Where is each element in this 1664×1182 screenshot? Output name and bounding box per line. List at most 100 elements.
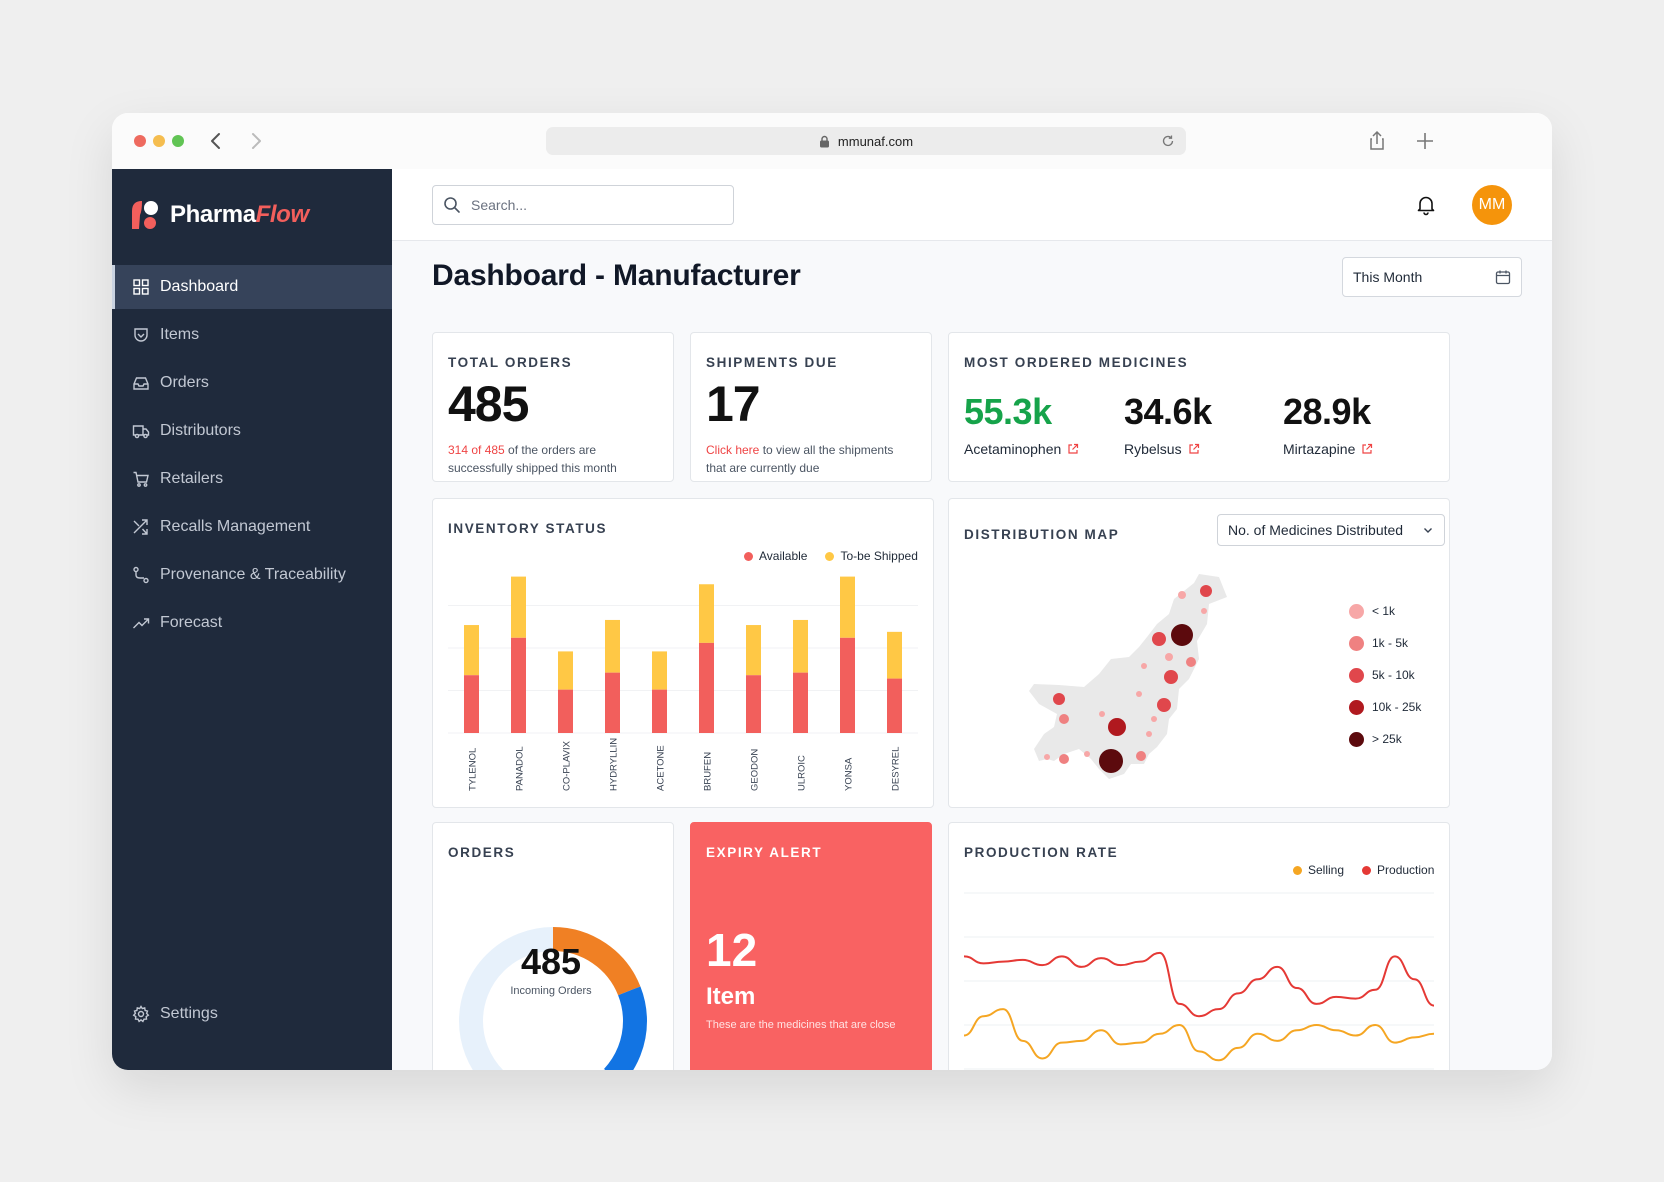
- medicine-item-mirtazapine[interactable]: 28.9k Mirtazapine: [1283, 391, 1373, 457]
- search-input[interactable]: [471, 197, 711, 213]
- shuffle-icon: [133, 519, 148, 535]
- expiry-description: These are the medicines that are close: [706, 1019, 896, 1031]
- map-marker[interactable]: [1141, 663, 1147, 669]
- card-label: DISTRIBUTION MAP: [964, 527, 1120, 542]
- map-marker[interactable]: [1200, 585, 1212, 597]
- bar-available[interactable]: [605, 672, 620, 733]
- legend-swatch: [1362, 865, 1372, 875]
- note-text: to view all the shipments: [759, 443, 894, 457]
- x-tick-label: PANADOL: [515, 746, 526, 791]
- bar-to-be-shipped[interactable]: [840, 576, 855, 638]
- back-arrow-icon[interactable]: [202, 127, 230, 155]
- bar-to-be-shipped[interactable]: [887, 631, 902, 679]
- bar-to-be-shipped[interactable]: [652, 651, 667, 690]
- map-marker[interactable]: [1136, 691, 1142, 697]
- bar-to-be-shipped[interactable]: [464, 625, 479, 676]
- shipments-due-card: SHIPMENTS DUE 17 Click here to view all …: [690, 332, 932, 482]
- reload-icon[interactable]: [1160, 133, 1176, 149]
- close-window-button[interactable]: [134, 135, 146, 147]
- bar-available[interactable]: [887, 678, 902, 733]
- bar-available[interactable]: [840, 637, 855, 733]
- map-marker[interactable]: [1136, 751, 1146, 761]
- date-filter[interactable]: This Month: [1342, 257, 1522, 297]
- chart-legend: Available To-be Shipped: [744, 549, 918, 563]
- forward-arrow-icon[interactable]: [242, 127, 270, 155]
- legend-label: Available: [759, 549, 808, 563]
- sidebar-item-label: Recalls Management: [160, 518, 311, 535]
- orders-card: ORDERS 485 Incoming Orders: [432, 822, 674, 1070]
- map-marker[interactable]: [1099, 711, 1105, 717]
- note-text: of the orders are: [504, 443, 597, 457]
- legend-label: Production: [1377, 863, 1435, 877]
- click-here-link[interactable]: Click here: [706, 443, 760, 457]
- map-legend-item: 10k - 25k: [1349, 691, 1421, 723]
- address-bar[interactable]: mmunaf.com: [546, 127, 1186, 155]
- donut-segment[interactable]: [459, 927, 647, 1070]
- orders-donut-chart: [459, 927, 647, 1070]
- map-marker[interactable]: [1084, 751, 1090, 757]
- new-tab-icon[interactable]: [1410, 126, 1440, 156]
- sidebar-item-recalls-management[interactable]: Recalls Management: [112, 505, 392, 549]
- sidebar-item-items[interactable]: Items: [112, 313, 392, 357]
- map-marker[interactable]: [1059, 714, 1069, 724]
- map-marker[interactable]: [1164, 670, 1178, 684]
- expiry-alert-card[interactable]: EXPIRY ALERT 12 Item These are the medic…: [690, 822, 932, 1070]
- share-icon[interactable]: [1362, 126, 1392, 156]
- legend-label: 10k - 25k: [1372, 700, 1422, 714]
- sidebar-item-dashboard[interactable]: Dashboard: [112, 265, 392, 309]
- map-marker[interactable]: [1146, 731, 1152, 737]
- map-marker[interactable]: [1151, 716, 1157, 722]
- bar-available[interactable]: [511, 637, 526, 733]
- bar-to-be-shipped[interactable]: [558, 651, 573, 690]
- minimize-window-button[interactable]: [153, 135, 165, 147]
- sidebar-item-provenance-traceability[interactable]: Provenance & Traceability: [112, 553, 392, 597]
- brand-logo[interactable]: PharmaFlow: [128, 199, 309, 231]
- sidebar-item-distributors[interactable]: Distributors: [112, 409, 392, 453]
- bar-to-be-shipped[interactable]: [605, 619, 620, 673]
- distribution-metric-select[interactable]: No. of Medicines Distributed: [1217, 514, 1445, 546]
- sidebar-item-settings[interactable]: Settings: [132, 1005, 218, 1023]
- bar-available[interactable]: [558, 689, 573, 733]
- bar-available[interactable]: [793, 672, 808, 733]
- external-link-icon[interactable]: [1188, 443, 1200, 455]
- sidebar-item-retailers[interactable]: Retailers: [112, 457, 392, 501]
- map-marker[interactable]: [1059, 754, 1069, 764]
- trend-up-icon: [133, 618, 150, 629]
- bar-available[interactable]: [699, 642, 714, 733]
- map-marker[interactable]: [1178, 591, 1186, 599]
- bar-available[interactable]: [746, 675, 761, 733]
- map-marker[interactable]: [1053, 693, 1065, 705]
- production-rate-card: PRODUCTION RATE Selling Production: [948, 822, 1450, 1070]
- bar-to-be-shipped[interactable]: [699, 584, 714, 643]
- map-marker[interactable]: [1171, 624, 1193, 646]
- bell-icon[interactable]: [1414, 193, 1438, 217]
- map-marker[interactable]: [1157, 698, 1171, 712]
- bar-available[interactable]: [652, 689, 667, 733]
- medicine-item-rybelsus[interactable]: 34.6k Rybelsus: [1124, 391, 1212, 457]
- bar-available[interactable]: [464, 675, 479, 733]
- map-legend-item: < 1k: [1349, 595, 1421, 627]
- avatar[interactable]: MM: [1472, 185, 1512, 225]
- sidebar-item-orders[interactable]: Orders: [112, 361, 392, 405]
- bar-to-be-shipped[interactable]: [793, 619, 808, 673]
- map-marker[interactable]: [1099, 749, 1123, 773]
- medicine-item-acetaminophen[interactable]: 55.3k Acetaminophen: [964, 391, 1079, 457]
- donut-segment[interactable]: [459, 927, 647, 1070]
- map-marker[interactable]: [1186, 657, 1196, 667]
- pakistan-map: [1029, 574, 1227, 779]
- map-marker[interactable]: [1152, 632, 1166, 646]
- map-marker[interactable]: [1165, 653, 1173, 661]
- search-box[interactable]: [432, 185, 734, 225]
- bar-to-be-shipped[interactable]: [746, 625, 761, 676]
- sidebar-item-forecast[interactable]: Forecast: [112, 601, 392, 645]
- inbox-icon: [133, 377, 149, 390]
- map-marker[interactable]: [1201, 608, 1207, 614]
- map-marker[interactable]: [1108, 718, 1126, 736]
- external-link-icon[interactable]: [1361, 443, 1373, 455]
- external-link-icon[interactable]: [1067, 443, 1079, 455]
- card-label: TOTAL ORDERS: [448, 355, 573, 370]
- map-marker[interactable]: [1044, 754, 1050, 760]
- bar-to-be-shipped[interactable]: [511, 576, 526, 638]
- browser-chrome: mmunaf.com: [112, 113, 1552, 169]
- maximize-window-button[interactable]: [172, 135, 184, 147]
